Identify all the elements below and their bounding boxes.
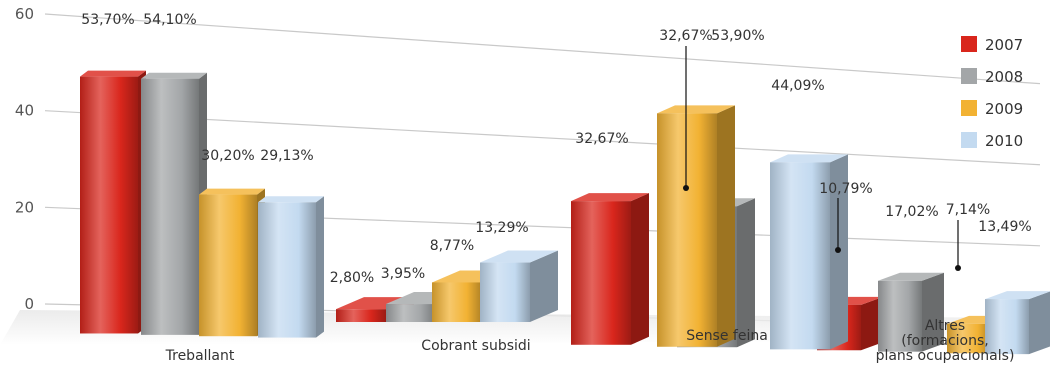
bar-front — [432, 282, 482, 322]
bar-2010-1 — [480, 250, 558, 322]
data-label: 30,20% — [201, 148, 254, 164]
legend-item-2008: 2008 — [961, 68, 1023, 86]
legend-swatch — [961, 68, 977, 84]
bar-top — [571, 193, 649, 202]
bar-top — [336, 297, 414, 310]
bar-side — [631, 193, 649, 345]
category-label: Cobrant subsidi — [421, 338, 530, 354]
bar-top — [258, 196, 324, 203]
bar-side — [717, 105, 735, 347]
bar-front — [878, 280, 922, 352]
y-tick-label: 60 — [15, 5, 34, 23]
bar-2007-0 — [80, 70, 146, 334]
data-label: 3,95% — [381, 266, 425, 282]
bar-2008-3 — [878, 272, 944, 352]
gridline — [44, 13, 1041, 85]
bar-top — [141, 72, 207, 79]
bar-front — [571, 201, 631, 345]
bar-side — [737, 198, 755, 348]
data-label: 44,09% — [771, 78, 824, 94]
bar-2010-3 — [985, 291, 1050, 355]
bar-front — [199, 194, 257, 337]
data-label: 32,67% — [575, 131, 628, 147]
data-label: 13,29% — [475, 220, 528, 236]
bar-side — [316, 196, 324, 338]
legend-swatch — [961, 132, 977, 148]
x-axis: Treballant Cobrant subsidi Sense feina Altr… — [165, 318, 1015, 364]
gridline — [44, 110, 1041, 166]
legend-label: 2007 — [985, 36, 1023, 54]
category-label: plans ocupacionals) — [876, 348, 1015, 364]
legend-item-2010: 2010 — [961, 132, 1023, 150]
bar-front — [480, 262, 530, 322]
leader-dot — [835, 247, 841, 253]
bar-2008-0 — [141, 72, 207, 335]
category-label: Treballant — [165, 348, 235, 364]
bar-front — [985, 299, 1029, 355]
data-label: 53,70% — [81, 12, 134, 28]
bar-front — [386, 304, 436, 322]
bar-side — [922, 272, 944, 352]
bar-2009-0 — [199, 188, 265, 337]
data-label: 8,77% — [430, 238, 474, 254]
legend: 2007 2008 2009 2010 — [961, 36, 1023, 150]
bar-2009-2 — [657, 105, 735, 347]
legend-item-2007: 2007 — [961, 36, 1023, 54]
bar-front — [770, 162, 830, 350]
bar-front — [947, 323, 991, 354]
y-tick-label: 40 — [15, 102, 34, 120]
data-label: 17,02% — [885, 204, 938, 220]
bar-top — [657, 105, 735, 114]
data-label: 32,67% — [659, 28, 712, 44]
bar-front — [336, 309, 386, 322]
category-label: (formacions, — [901, 333, 988, 349]
category-label: Altres — [925, 318, 965, 334]
bar-side — [1029, 291, 1050, 355]
category-label: Sense feina — [686, 328, 768, 344]
bar-2007-2 — [571, 193, 649, 345]
bar-2010-0 — [258, 196, 324, 338]
legend-swatch — [961, 36, 977, 52]
y-tick-label: 20 — [15, 198, 34, 216]
bars — [80, 70, 1050, 355]
y-tick-label: 0 — [24, 295, 34, 313]
bar-side — [861, 296, 883, 351]
bar-front — [258, 202, 316, 338]
bar-front — [657, 113, 717, 347]
y-axis: 0 20 40 60 — [15, 5, 34, 313]
bar-front — [141, 78, 199, 335]
bar-front — [80, 76, 138, 334]
data-label: 13,49% — [978, 219, 1031, 235]
data-label: 54,10% — [143, 12, 196, 28]
legend-label: 2009 — [985, 100, 1023, 118]
data-label: 29,13% — [260, 148, 313, 164]
bar-top — [199, 188, 265, 195]
data-label: 7,14% — [946, 202, 990, 218]
legend-swatch — [961, 100, 977, 116]
data-label: 2,80% — [330, 270, 374, 286]
leader-dot — [955, 265, 961, 271]
data-label: 10,79% — [819, 181, 872, 197]
leader-dot — [683, 185, 689, 191]
bar-top — [878, 272, 944, 281]
bar-side — [530, 250, 558, 322]
bar-top — [985, 291, 1050, 300]
data-label: 53,90% — [711, 28, 764, 44]
legend-label: 2008 — [985, 68, 1023, 86]
bar-top — [770, 154, 848, 163]
legend-item-2009: 2009 — [961, 100, 1023, 118]
data-labels: 53,70% 2,80% 32,67% 10,79% 54,10% 3,95% 32,67%… — [81, 12, 1031, 286]
bar-top — [80, 70, 146, 77]
bar-top — [480, 250, 558, 263]
legend-label: 2010 — [985, 132, 1023, 150]
